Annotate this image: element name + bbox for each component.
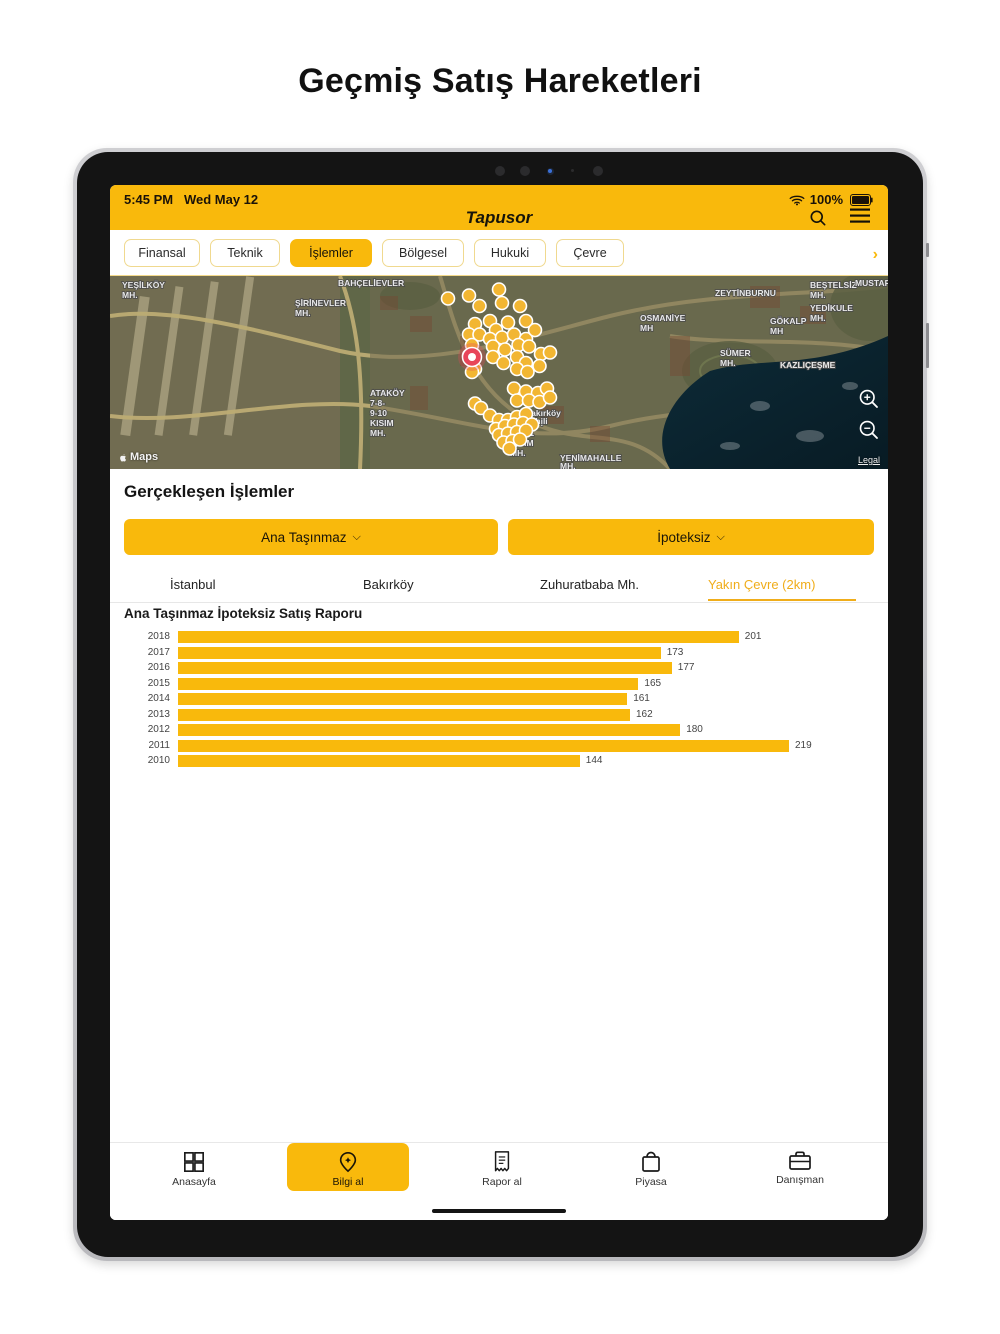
svg-text:7-8-: 7-8- [370,398,385,408]
svg-text:ŞİRİNEVLER: ŞİRİNEVLER [295,298,346,308]
svg-text:BEŞTELSİZ: BEŞTELSİZ [810,280,857,290]
svg-text:MH.: MH. [370,428,386,438]
svg-text:YEŞİLKÖY: YEŞİLKÖY [122,280,165,290]
svg-text:KISIM: KISIM [370,418,394,428]
svg-text:ATAKÖY: ATAKÖY [370,388,405,398]
svg-text:GÖKALP: GÖKALP [770,316,807,326]
svg-text:MH: MH [640,323,653,333]
svg-text:MH.: MH. [720,358,736,368]
svg-text:MH.: MH. [810,313,826,323]
svg-text:MH: MH [770,326,783,336]
svg-text:MH.: MH. [122,290,138,300]
svg-text:9-10: 9-10 [370,408,387,418]
svg-text:YEDİKULE: YEDİKULE [810,303,853,313]
svg-text:MH.: MH. [810,290,826,300]
svg-text:KAZLIÇEŞME: KAZLIÇEŞME [780,360,836,370]
svg-text:MH.: MH. [295,308,311,318]
svg-text:BAHÇELİEVLER: BAHÇELİEVLER [338,278,404,288]
svg-text:OSMANİYE: OSMANİYE [640,313,686,323]
svg-text:MH.: MH. [560,461,576,469]
svg-text:MUSTAFAPAŞA: MUSTAFAPAŞA [855,278,888,288]
svg-text:SÜMER: SÜMER [720,348,751,358]
svg-text:ZEYTİNBURNU: ZEYTİNBURNU [715,288,776,298]
